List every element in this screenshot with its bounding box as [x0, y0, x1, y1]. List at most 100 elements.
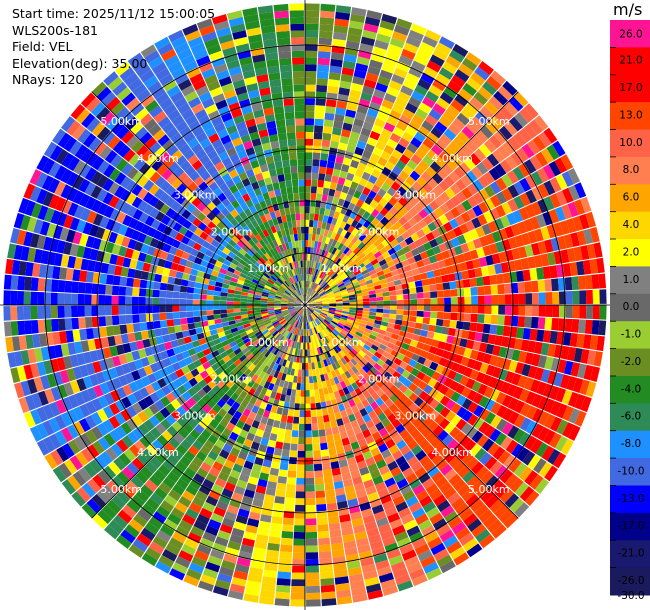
ppi-gate-cell — [282, 159, 290, 168]
ppi-gate-cell — [64, 305, 72, 318]
ppi-gate-cell — [305, 552, 319, 560]
ppi-gate-cell — [289, 326, 294, 333]
ppi-gate-cell — [289, 375, 294, 383]
ppi-gate-cell — [253, 328, 261, 335]
ppi-gate-cell — [158, 482, 172, 495]
ppi-gate-cell — [436, 523, 451, 537]
ppi-gate-cell — [161, 549, 178, 562]
ppi-gate-cell — [309, 220, 314, 227]
ppi-gate-cell — [331, 320, 338, 326]
ppi-gate-cell — [213, 309, 221, 315]
ppi-gate-cell — [285, 315, 292, 321]
ppi-gate-cell — [245, 360, 253, 369]
ppi-gate-cell — [278, 180, 286, 189]
ppi-gate-cell — [291, 430, 299, 438]
ppi-gate-cell — [173, 432, 185, 444]
ppi-gate-cell — [404, 555, 420, 568]
ppi-gate-cell — [265, 322, 273, 328]
ppi-gate-cell — [227, 407, 237, 417]
ppi-gate-cell — [336, 589, 352, 599]
ppi-gate-cell — [269, 433, 278, 442]
ppi-gate-cell — [173, 378, 183, 389]
ppi-gate-cell — [222, 355, 231, 363]
ppi-gate-cell — [368, 315, 376, 320]
ppi-gate-cell — [118, 354, 128, 365]
ppi-gate-cell — [175, 461, 188, 473]
ppi-gate-cell — [324, 393, 331, 402]
ppi-gate-cell — [260, 514, 272, 523]
ppi-gate-cell — [428, 324, 436, 333]
ppi-gate-cell — [420, 350, 429, 359]
ppi-gate-cell — [353, 411, 363, 420]
ppi-gate-cell — [220, 296, 227, 301]
ppi-gate-cell — [288, 307, 295, 311]
ppi-gate-cell — [409, 316, 417, 323]
ppi-gate-cell — [519, 486, 535, 502]
ppi-gate-cell — [227, 293, 235, 298]
ppi-gate-cell — [336, 323, 344, 330]
ppi-gate-cell — [131, 370, 141, 381]
ppi-gate-cell — [307, 315, 311, 322]
ppi-gate-cell — [128, 544, 145, 558]
ppi-gate-cell — [310, 355, 315, 363]
ppi-gate-cell — [358, 325, 366, 332]
ppi-gate-cell — [251, 382, 259, 391]
ppi-gate-cell — [318, 315, 325, 321]
ppi-gate-cell — [274, 496, 285, 504]
ppi-gate-cell — [319, 159, 328, 168]
ppi-gate-cell — [37, 390, 49, 406]
ppi-gate-cell — [226, 309, 234, 314]
ppi-gate-cell — [66, 424, 79, 439]
ppi-gate-cell — [247, 343, 255, 351]
ppi-gate-cell — [305, 37, 318, 45]
ppi-gate-cell — [277, 372, 283, 380]
ppi-gate-cell — [286, 483, 296, 492]
ppi-gate-cell — [409, 339, 419, 348]
ppi-gate-cell — [357, 438, 368, 448]
ppi-gate-cell — [337, 367, 345, 375]
ppi-gate-cell — [475, 371, 486, 383]
ppi-gate-cell — [473, 405, 485, 418]
ppi-gate-cell — [434, 391, 445, 403]
ppi-gate-cell — [359, 337, 367, 344]
ppi-gate-cell — [324, 336, 330, 344]
ppi-gate-cell — [521, 363, 531, 377]
ppi-gate-cell — [30, 409, 42, 425]
ppi-gate-cell — [77, 305, 85, 317]
ppi-gate-cell — [305, 179, 312, 187]
ppi-gate-cell — [125, 314, 133, 324]
ppi-gate-cell — [10, 275, 19, 290]
ppi-gate-cell — [396, 439, 407, 450]
ppi-gate-cell — [327, 85, 339, 94]
ppi-gate-cell — [355, 379, 363, 388]
ppi-gate-cell — [236, 557, 251, 567]
ppi-gate-cell — [225, 422, 236, 432]
ppi-gate-cell — [178, 427, 190, 439]
ppi-gate-cell — [122, 504, 137, 519]
ppi-gate-cell — [394, 389, 404, 399]
ppi-gate-cell — [300, 322, 303, 329]
ppi-gate-cell — [305, 525, 317, 533]
ppi-gate-cell — [172, 291, 180, 299]
ppi-gate-cell — [339, 341, 347, 348]
ppi-gate-cell — [292, 186, 299, 194]
ppi-gate-cell — [583, 364, 594, 381]
ppi-gate-cell — [161, 430, 173, 442]
ppi-gate-cell — [339, 514, 351, 523]
ppi-gate-cell — [418, 472, 431, 484]
ppi-gate-cell — [273, 448, 283, 456]
ppi-gate-cell — [300, 308, 304, 315]
ppi-gate-cell — [534, 341, 543, 355]
ppi-gate-cell — [264, 320, 272, 326]
ppi-gate-cell — [316, 71, 329, 79]
ppi-gate-cell — [316, 186, 324, 195]
ppi-gate-cell — [192, 293, 201, 300]
ppi-gate-cell — [314, 118, 324, 127]
ppi-gate-cell — [563, 360, 574, 376]
ppi-gate-cell — [378, 465, 390, 476]
ppi-gate-cell — [508, 411, 520, 425]
ppi-gate-cell — [432, 518, 448, 531]
ppi-gate-cell — [153, 320, 161, 329]
ppi-gate-cell — [520, 339, 530, 352]
ppi-gate-cell — [179, 311, 187, 319]
